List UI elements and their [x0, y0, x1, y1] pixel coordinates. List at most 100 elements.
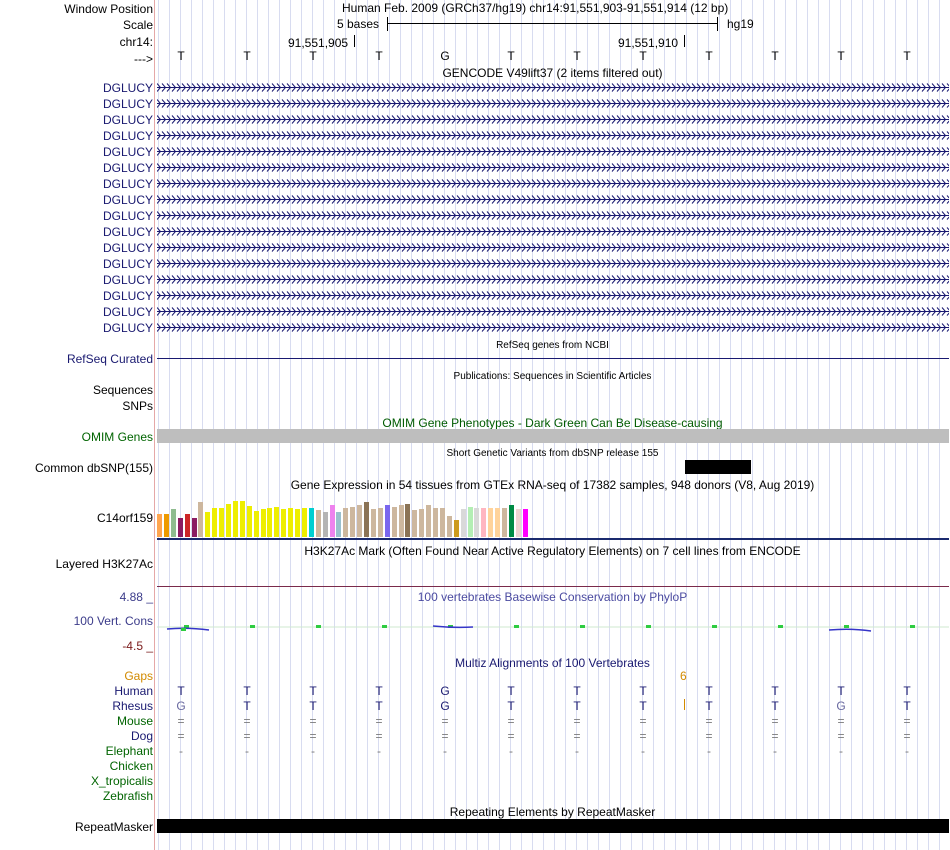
gencode-item-label[interactable]: DGLUCY	[102, 257, 153, 271]
gtex-tissue-bar[interactable]	[184, 514, 190, 537]
gtex-tissue-bar[interactable]	[488, 508, 494, 537]
refseq-label[interactable]: RefSeq Curated	[66, 352, 153, 366]
gtex-bar-chart[interactable]	[157, 491, 557, 537]
gencode-transcript[interactable]	[157, 210, 949, 221]
multiz-species-label[interactable]: X_tropicalis	[90, 774, 153, 788]
gencode-item-label[interactable]: DGLUCY	[102, 321, 153, 335]
gtex-tissue-bar[interactable]	[343, 508, 349, 537]
gtex-tissue-bar[interactable]	[439, 508, 445, 537]
refseq-line[interactable]	[157, 358, 949, 359]
gencode-item-label[interactable]: DGLUCY	[102, 241, 153, 255]
gtex-tissue-bar[interactable]	[232, 501, 238, 537]
gtex-tissue-bar[interactable]	[226, 504, 231, 537]
gtex-tissue-bar[interactable]	[322, 512, 328, 537]
gtex-tissue-bar[interactable]	[315, 510, 321, 537]
gencode-transcript[interactable]	[157, 194, 949, 205]
omim-label[interactable]: OMIM Genes	[81, 430, 153, 444]
publications-snps-label[interactable]: SNPs	[122, 399, 153, 413]
gtex-tissue-bar[interactable]	[495, 508, 501, 537]
gtex-tissue-bar[interactable]	[288, 508, 294, 537]
gtex-tissue-bar[interactable]	[398, 505, 404, 537]
publications-title[interactable]: Publications: Sequences in Scientific Ar…	[453, 371, 652, 382]
repeatmasker-label[interactable]: RepeatMasker	[74, 820, 153, 834]
gencode-transcript[interactable]	[157, 290, 949, 301]
dbsnp-title[interactable]: Short Genetic Variants from dbSNP releas…	[446, 448, 659, 459]
gencode-transcript[interactable]	[157, 306, 949, 317]
gtex-tissue-bar[interactable]	[384, 505, 390, 537]
gencode-transcript[interactable]	[157, 82, 949, 93]
gencode-transcript[interactable]	[157, 178, 949, 189]
repeatmasker-feature[interactable]	[157, 819, 949, 833]
gencode-item-label[interactable]: DGLUCY	[102, 225, 153, 239]
gencode-item-label[interactable]: DGLUCY	[102, 113, 153, 127]
gtex-tissue-bar[interactable]	[267, 508, 273, 537]
multiz-species-label[interactable]: Elephant	[105, 744, 153, 758]
gtex-tissue-bar[interactable]	[474, 508, 480, 537]
phylop-title[interactable]: 100 vertebrates Basewise Conservation by…	[417, 590, 688, 604]
gtex-tissue-bar[interactable]	[301, 508, 307, 537]
gtex-tissue-bar[interactable]	[329, 505, 335, 537]
multiz-species-label[interactable]: Dog	[130, 729, 153, 743]
gtex-tissue-bar[interactable]	[522, 509, 528, 537]
dbsnp-label[interactable]: Common dbSNP(155)	[34, 461, 153, 475]
omim-title[interactable]: OMIM Gene Phenotypes - Dark Green Can Be…	[382, 416, 723, 430]
gencode-transcript[interactable]	[157, 258, 949, 269]
gtex-tissue-bar[interactable]	[515, 509, 521, 537]
gencode-item-label[interactable]: DGLUCY	[102, 161, 153, 175]
gencode-item-label[interactable]: DGLUCY	[102, 81, 153, 95]
gtex-tissue-bar[interactable]	[350, 507, 356, 537]
h3k27ac-title[interactable]: H3K27Ac Mark (Often Found Near Active Re…	[304, 544, 801, 558]
gtex-tissue-bar[interactable]	[260, 509, 266, 537]
gencode-item-label[interactable]: DGLUCY	[102, 273, 153, 287]
gtex-tissue-bar[interactable]	[433, 508, 438, 537]
gtex-tissue-bar[interactable]	[295, 509, 300, 537]
gtex-tissue-bar[interactable]	[205, 512, 211, 537]
multiz-title[interactable]: Multiz Alignments of 100 Vertebrates	[455, 656, 650, 670]
gtex-tissue-bar[interactable]	[460, 509, 466, 537]
gtex-tissue-bar[interactable]	[502, 508, 507, 537]
gencode-transcript[interactable]	[157, 130, 949, 141]
gtex-tissue-bar[interactable]	[412, 510, 418, 537]
gencode-item-label[interactable]: DGLUCY	[102, 305, 153, 319]
gencode-transcript[interactable]	[157, 114, 949, 125]
gtex-tissue-bar[interactable]	[170, 509, 176, 537]
gtex-tissue-bar[interactable]	[426, 505, 432, 537]
multiz-species-label[interactable]: Human	[114, 684, 153, 698]
gencode-item-label[interactable]: DGLUCY	[102, 289, 153, 303]
gtex-tissue-bar[interactable]	[453, 520, 459, 537]
refseq-title[interactable]: RefSeq genes from NCBI	[496, 340, 609, 351]
gtex-tissue-bar[interactable]	[336, 512, 342, 537]
gtex-tissue-bar[interactable]	[308, 508, 314, 537]
phylop-label[interactable]: 100 Vert. Cons	[73, 614, 153, 628]
h3k27ac-label[interactable]: Layered H3K27Ac	[55, 557, 153, 571]
gencode-item-label[interactable]: DGLUCY	[102, 97, 153, 111]
gencode-transcript[interactable]	[157, 162, 949, 173]
gtex-tissue-bar[interactable]	[191, 518, 197, 537]
gencode-transcript[interactable]	[157, 98, 949, 109]
gencode-transcript[interactable]	[157, 226, 949, 237]
gencode-transcript[interactable]	[157, 242, 949, 253]
multiz-species-label[interactable]: Mouse	[116, 714, 153, 728]
gencode-item-label[interactable]: DGLUCY	[102, 209, 153, 223]
gtex-tissue-bar[interactable]	[212, 508, 218, 537]
gtex-tissue-bar[interactable]	[198, 502, 204, 537]
gencode-title[interactable]: GENCODE V49lift37 (2 items filtered out)	[442, 66, 663, 80]
gencode-item-label[interactable]: DGLUCY	[102, 177, 153, 191]
gtex-tissue-bar[interactable]	[274, 507, 280, 537]
gencode-transcript[interactable]	[157, 274, 949, 285]
gencode-transcript[interactable]	[157, 146, 949, 157]
gtex-tissue-bar[interactable]	[281, 509, 287, 537]
gtex-tissue-bar[interactable]	[481, 508, 487, 537]
gtex-tissue-bar[interactable]	[364, 502, 369, 537]
gtex-tissue-bar[interactable]	[419, 509, 425, 537]
publications-sequences-label[interactable]: Sequences	[92, 383, 153, 397]
phylop-track[interactable]	[157, 620, 949, 636]
gencode-item-label[interactable]: DGLUCY	[102, 193, 153, 207]
gtex-tissue-bar[interactable]	[446, 516, 452, 537]
gencode-transcript[interactable]	[157, 322, 949, 333]
gtex-tissue-bar[interactable]	[405, 504, 411, 537]
gtex-tissue-bar[interactable]	[467, 507, 473, 537]
gtex-tissue-bar[interactable]	[357, 505, 363, 537]
multiz-species-label[interactable]: Chicken	[109, 759, 153, 773]
multiz-species-label[interactable]: Zebrafish	[102, 789, 153, 803]
